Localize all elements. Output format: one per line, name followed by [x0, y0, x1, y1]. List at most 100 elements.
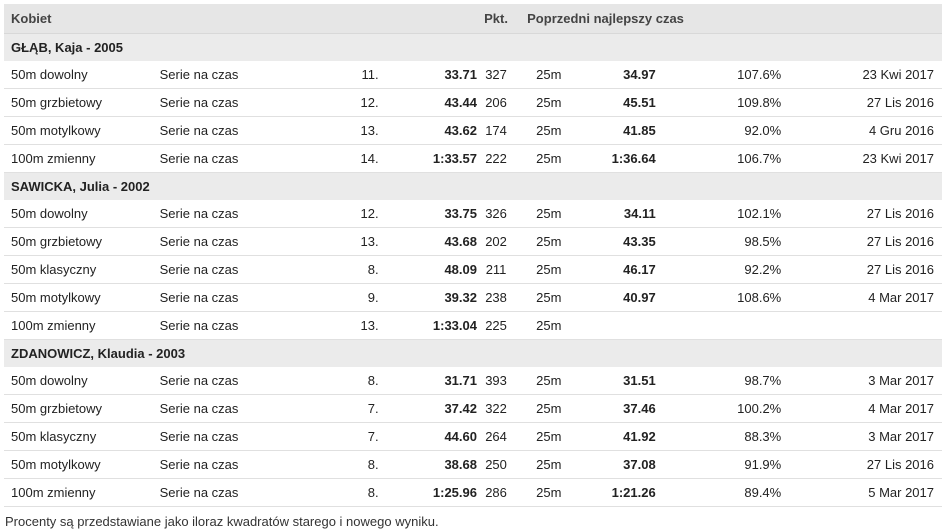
- points: 393: [476, 367, 516, 395]
- course-length: 25m: [515, 61, 583, 89]
- previous-best-time: [582, 311, 656, 340]
- place: 13.: [330, 311, 379, 340]
- round-type: Serie na czas: [159, 144, 331, 173]
- previous-best-time: 40.97: [582, 283, 656, 312]
- previous-best-date: 4 Mar 2017: [781, 394, 942, 423]
- previous-best-time: 34.97: [582, 61, 656, 89]
- event-name: 50m grzbietowy: [4, 394, 160, 423]
- previous-best-time: 41.92: [582, 422, 656, 451]
- percentage: 106.7%: [655, 144, 782, 173]
- previous-best-date: 3 Mar 2017: [781, 422, 942, 451]
- previous-best-date: 27 Lis 2016: [781, 450, 942, 479]
- athlete-name[interactable]: SAWICKA, Julia - 2002: [4, 172, 942, 200]
- course-length: 25m: [515, 144, 583, 173]
- athlete-name[interactable]: GŁĄB, Kaja - 2005: [4, 33, 942, 61]
- event-name: 50m dowolny: [4, 61, 160, 89]
- course-length: 25m: [515, 200, 583, 228]
- points: 202: [476, 227, 516, 256]
- percentage: 100.2%: [655, 394, 782, 423]
- round-type: Serie na czas: [159, 450, 331, 479]
- previous-best-time: 37.46: [582, 394, 656, 423]
- points: 225: [476, 311, 516, 340]
- points: 211: [476, 255, 516, 284]
- previous-best-date: 4 Gru 2016: [781, 116, 942, 145]
- points: 174: [476, 116, 516, 145]
- place: 11.: [330, 61, 379, 89]
- athlete-name[interactable]: ZDANOWICZ, Klaudia - 2003: [4, 339, 942, 367]
- points: 286: [476, 478, 516, 507]
- round-type: Serie na czas: [159, 61, 331, 89]
- round-type: Serie na czas: [159, 311, 331, 340]
- event-name: 50m dowolny: [4, 367, 160, 395]
- table-row: 50m motylkowy Serie na czas 9. 39.32 238 25m 4…: [4, 283, 942, 312]
- previous-best-time: 34.11: [582, 200, 656, 228]
- result-time: 1:33.57: [378, 144, 477, 173]
- course-length: 25m: [515, 227, 583, 256]
- percentage: 102.1%: [655, 200, 782, 228]
- points: 264: [476, 422, 516, 451]
- place: 14.: [330, 144, 379, 173]
- athlete-row[interactable]: ZDANOWICZ, Klaudia - 2003: [4, 339, 942, 367]
- athlete-row[interactable]: GŁĄB, Kaja - 2005: [4, 33, 942, 61]
- event-name: 50m grzbietowy: [4, 227, 160, 256]
- footnote: Procenty są przedstawiane jako iloraz kw…: [5, 514, 439, 529]
- place: 13.: [330, 116, 379, 145]
- event-name: 100m zmienny: [4, 144, 160, 173]
- percentage: 91.9%: [655, 450, 782, 479]
- course-length: 25m: [515, 283, 583, 312]
- percentage: 109.8%: [655, 88, 782, 117]
- table-row: 50m grzbietowy Serie na czas 12. 43.44 206 25…: [4, 88, 942, 117]
- points: 250: [476, 450, 516, 479]
- previous-best-time: 1:36.64: [582, 144, 656, 173]
- event-name: 50m dowolny: [4, 200, 160, 228]
- percentage: 107.6%: [655, 61, 782, 89]
- place: 7.: [330, 394, 379, 423]
- points: 206: [476, 88, 516, 117]
- results-table: Kobiet Pkt. Poprzedni najlepszy czas GŁĄ…: [4, 4, 942, 507]
- round-type: Serie na czas: [159, 200, 331, 228]
- previous-best-date: 27 Lis 2016: [781, 227, 942, 256]
- place: 8.: [330, 367, 379, 395]
- course-length: 25m: [515, 450, 583, 479]
- round-type: Serie na czas: [159, 88, 331, 117]
- table-row: 50m dowolny Serie na czas 8. 31.71 393 25m 31.…: [4, 367, 942, 395]
- table-row: 50m grzbietowy Serie na czas 13. 43.68 202 25…: [4, 227, 942, 256]
- place: 7.: [330, 422, 379, 451]
- percentage: 98.5%: [655, 227, 782, 256]
- event-name: 50m motylkowy: [4, 450, 160, 479]
- event-name: 50m klasyczny: [4, 422, 160, 451]
- place: 8.: [330, 255, 379, 284]
- previous-best-date: 23 Kwi 2017: [781, 144, 942, 173]
- course-length: 25m: [515, 255, 583, 284]
- table-row: 100m zmienny Serie na czas 13. 1:33.04 225 25…: [4, 311, 942, 340]
- previous-best-date: 3 Mar 2017: [781, 367, 942, 395]
- round-type: Serie na czas: [159, 422, 331, 451]
- table-row: 50m klasyczny Serie na czas 8. 48.09 211 25m 4…: [4, 255, 942, 284]
- event-name: 50m motylkowy: [4, 283, 160, 312]
- result-time: 48.09: [378, 255, 477, 284]
- course-length: 25m: [515, 394, 583, 423]
- points-header: Pkt.: [476, 4, 516, 34]
- place: 13.: [330, 227, 379, 256]
- result-time: 43.68: [378, 227, 477, 256]
- percentage: 89.4%: [655, 478, 782, 507]
- result-time: 1:25.96: [378, 478, 477, 507]
- event-name: 100m zmienny: [4, 478, 160, 507]
- percentage: 92.0%: [655, 116, 782, 145]
- previous-best-date: 27 Lis 2016: [781, 88, 942, 117]
- result-time: 33.71: [378, 61, 477, 89]
- previous-best-time: 46.17: [582, 255, 656, 284]
- athlete-row[interactable]: SAWICKA, Julia - 2002: [4, 172, 942, 200]
- round-type: Serie na czas: [159, 283, 331, 312]
- previous-best-date: 4 Mar 2017: [781, 283, 942, 312]
- place: 12.: [330, 200, 379, 228]
- table-row: 50m klasyczny Serie na czas 7. 44.60 264 25m 4…: [4, 422, 942, 451]
- course-length: 25m: [515, 422, 583, 451]
- percentage: 92.2%: [655, 255, 782, 284]
- event-name: 50m klasyczny: [4, 255, 160, 284]
- previous-best-date: 27 Lis 2016: [781, 255, 942, 284]
- event-name: 100m zmienny: [4, 311, 160, 340]
- course-length: 25m: [515, 88, 583, 117]
- table-header-row: Kobiet Pkt. Poprzedni najlepszy czas: [4, 4, 942, 34]
- result-time: 1:33.04: [378, 311, 477, 340]
